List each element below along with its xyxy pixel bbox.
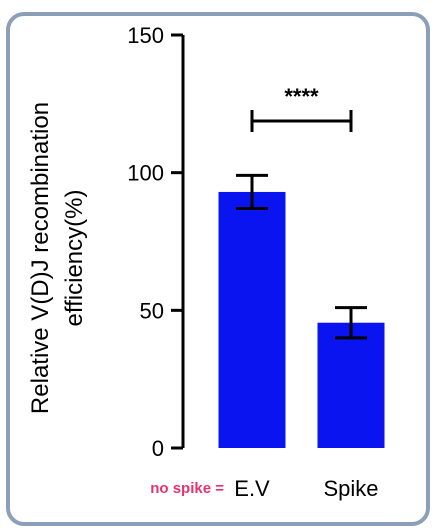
y-tick-label-100: 100 (127, 161, 164, 186)
y-axis-label-line2: efficiency(%) (61, 190, 88, 327)
error-bars-group (236, 173, 367, 340)
bars-group (218, 191, 385, 448)
y-tick-label-150: 150 (127, 23, 164, 48)
bar-spike (317, 322, 385, 448)
bar-e-v (218, 191, 286, 448)
x-tick-label-e-v: E.V (234, 476, 270, 501)
significance-stars: **** (284, 84, 319, 109)
x-tick-label-spike: Spike (323, 476, 378, 501)
no-spike-annotation: no spike = (150, 480, 224, 497)
significance-bracket: **** (250, 84, 353, 132)
y-tick-label-0: 0 (152, 436, 164, 461)
x-tick-labels: E.V Spike (234, 476, 378, 501)
y-tick-label-50: 50 (140, 298, 164, 323)
y-axis: 0 50 100 150 (127, 23, 185, 461)
y-axis-label-line1: Relative V(D)J recombination (27, 102, 54, 414)
